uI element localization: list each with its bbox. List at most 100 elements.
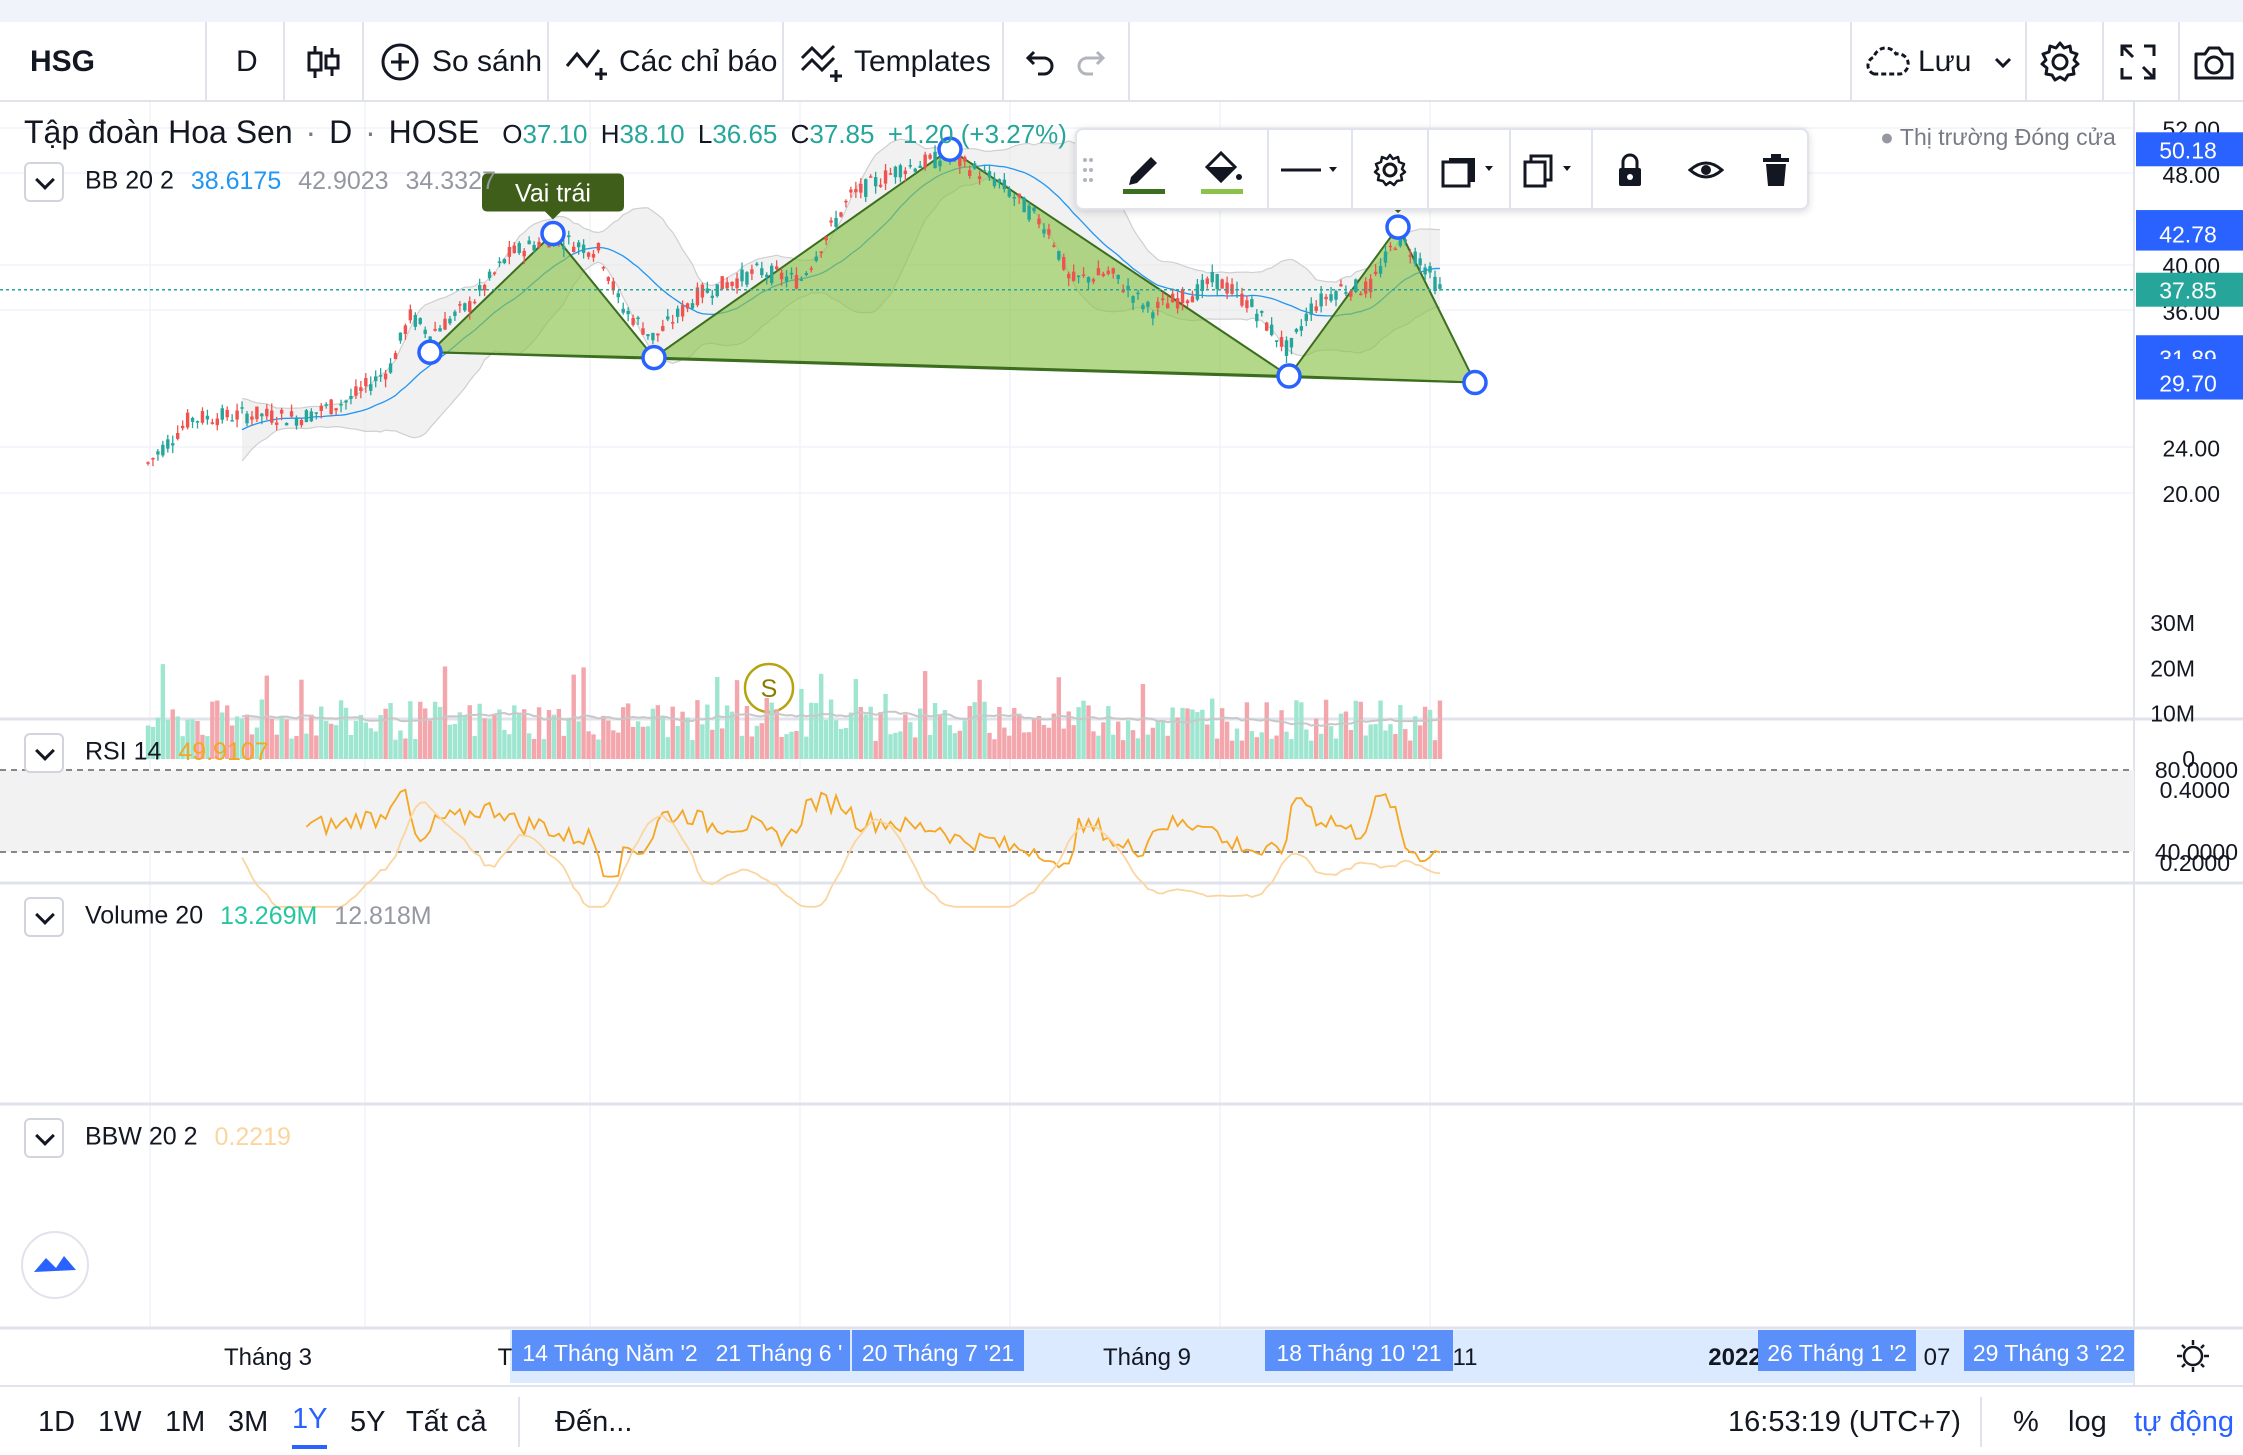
candle	[1309, 297, 1313, 321]
volume-bar	[977, 679, 982, 759]
pattern-anchor	[540, 220, 566, 247]
redo-button[interactable]	[1075, 22, 1111, 102]
drawing-settings-button[interactable]	[1355, 130, 1425, 210]
candle	[1408, 248, 1412, 264]
volume-bar	[794, 730, 799, 759]
bb-legend-name: BB 20 2	[84, 166, 174, 195]
pattern-anchor-points[interactable]	[417, 136, 1488, 396]
time-axis[interactable]: Tháng 3 T Tháng 9 11 2022 07 14 Tháng Năm '2 21…	[224, 1330, 2134, 1371]
logo-button[interactable]	[21, 1231, 89, 1299]
auto-scale-button[interactable]: tự động	[2134, 1387, 2234, 1455]
time-tick-label: Tháng 3	[224, 1344, 312, 1371]
symbol-search-button[interactable]: HSG	[30, 22, 95, 102]
volume-bar	[264, 675, 269, 759]
goto-date-button[interactable]: Đến...	[555, 1387, 632, 1455]
event-marker[interactable]	[743, 662, 795, 714]
interval-button[interactable]: D	[236, 22, 258, 102]
volume-bar	[328, 723, 334, 759]
candle	[675, 305, 680, 324]
log-scale-button[interactable]: log	[2068, 1387, 2107, 1455]
volume-bar	[512, 705, 517, 759]
compare-button[interactable]: So sánh	[380, 22, 542, 102]
candle	[1368, 274, 1373, 299]
bb-legend: BB 20 2 38.6175 42.9023 34.3327	[24, 162, 496, 202]
template-button[interactable]	[1431, 130, 1507, 210]
candle	[972, 161, 977, 170]
line-style-button[interactable]	[1271, 130, 1347, 210]
range-button-5y[interactable]: 5Y	[350, 1405, 386, 1438]
volume-bar	[616, 732, 621, 759]
candle	[1161, 292, 1165, 306]
bbw-line	[241, 801, 1441, 908]
market-status: ● Thị trường Đóng cửa	[1880, 124, 2116, 151]
candle	[1062, 253, 1066, 272]
toolbar-divider	[518, 1397, 520, 1447]
chart-area[interactable]: Vai tráiVai Phải S 56.0052.0048.0040.003…	[0, 102, 2243, 1385]
range-button-1y[interactable]: 1Y	[292, 1387, 328, 1449]
volume-bar	[180, 736, 185, 759]
copy-icon	[1523, 154, 1571, 188]
time-badge-label: 18 Tháng 10 '21	[1276, 1340, 1441, 1366]
volume-bar	[522, 709, 527, 759]
fill-color-button[interactable]	[1187, 130, 1257, 210]
collapse-bbw-button[interactable]	[24, 1118, 64, 1158]
hide-button[interactable]	[1671, 130, 1741, 210]
candle	[1373, 264, 1378, 276]
settings-button[interactable]	[2038, 22, 2082, 102]
volume-bar	[1125, 720, 1131, 759]
candle	[487, 268, 492, 281]
range-button-1d[interactable]: 1D	[38, 1405, 76, 1438]
lock-icon	[1619, 153, 1641, 186]
volume-bar	[1002, 727, 1007, 759]
indicator-icon	[565, 49, 607, 80]
line-color-button[interactable]	[1109, 130, 1179, 210]
candle	[1017, 193, 1021, 204]
range-button-tất-cả[interactable]: Tất cả	[406, 1405, 487, 1438]
screenshot-button[interactable]	[2192, 22, 2236, 102]
price-badge-label: 29.70	[2159, 371, 2217, 397]
candle	[1284, 336, 1289, 364]
volume-bar	[903, 714, 908, 759]
drag-handle[interactable]	[1077, 130, 1099, 210]
volume-bar	[1130, 730, 1136, 759]
candle	[215, 413, 219, 431]
fullscreen-button[interactable]	[2118, 22, 2158, 102]
head-and-shoulders-pattern[interactable]	[427, 148, 1477, 384]
volume-bar	[546, 710, 552, 759]
candle	[730, 281, 734, 290]
indicators-button[interactable]: Các chỉ báo	[565, 22, 777, 102]
candle	[1052, 242, 1056, 248]
clock[interactable]: 16:53:19 (UTC+7)	[1728, 1387, 1961, 1455]
delete-button[interactable]	[1741, 130, 1811, 210]
price-axis[interactable]: 56.0052.0048.0040.0036.0024.0020.0050.18…	[2136, 102, 2243, 507]
collapse-volume-button[interactable]	[24, 897, 64, 937]
chart-style-button[interactable]	[305, 22, 341, 102]
clone-button[interactable]	[1513, 130, 1589, 210]
collapse-legend-button[interactable]	[24, 162, 64, 202]
range-button-1w[interactable]: 1W	[98, 1405, 142, 1438]
time-axis-settings-button[interactable]	[2177, 1340, 2209, 1372]
bbw-legend-value: 0.2219	[214, 1122, 291, 1151]
fullscreen-icon	[2120, 44, 2156, 80]
percent-scale-button[interactable]: %	[2013, 1387, 2039, 1455]
range-button-3m[interactable]: 3M	[228, 1405, 269, 1438]
symbol-legend: Tập đoàn Hoa Sen · D · HOSE O37.10 H38.1…	[24, 114, 1067, 151]
candle	[1294, 327, 1299, 334]
save-button[interactable]: Lưu	[1862, 22, 2015, 102]
volume-bar	[1076, 707, 1081, 759]
log-label: log	[2068, 1405, 2107, 1438]
candle	[829, 217, 833, 227]
candle	[1334, 289, 1338, 307]
candle	[537, 237, 541, 249]
candle	[1354, 278, 1358, 294]
candle	[1007, 186, 1011, 198]
range-button-1m[interactable]: 1M	[165, 1405, 206, 1438]
templates-button[interactable]: Templates	[800, 22, 991, 102]
candle	[705, 281, 710, 294]
volume-bar	[195, 720, 200, 759]
undo-button[interactable]	[1020, 22, 1056, 102]
candle	[1205, 276, 1209, 289]
top-toolbar: HSG D So sánh Các chỉ báo Templates Lưu	[0, 22, 2243, 102]
collapse-rsi-button[interactable]	[24, 733, 64, 773]
lock-button[interactable]	[1595, 130, 1665, 210]
